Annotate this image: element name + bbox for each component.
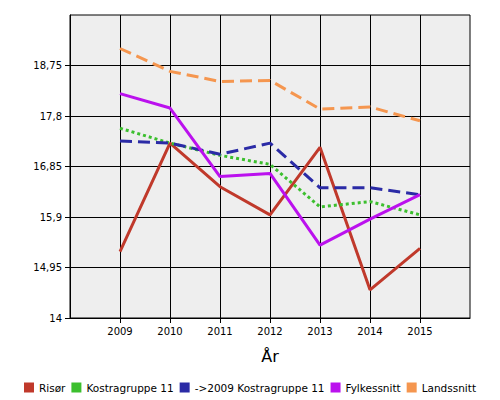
svg-text:2012: 2012 <box>257 326 282 337</box>
svg-text:Fylkessnitt: Fylkessnitt <box>346 382 401 394</box>
svg-text:14,95: 14,95 <box>33 262 62 273</box>
svg-text:15,9: 15,9 <box>40 212 62 223</box>
svg-text:->2009 Kostragruppe 11: ->2009 Kostragruppe 11 <box>195 382 325 394</box>
svg-text:17,8: 17,8 <box>40 111 62 122</box>
svg-text:År: År <box>261 347 279 366</box>
svg-text:Risør: Risør <box>39 382 66 394</box>
svg-text:14: 14 <box>49 313 62 324</box>
svg-text:2011: 2011 <box>207 326 232 337</box>
svg-text:2010: 2010 <box>157 326 182 337</box>
svg-text:2009: 2009 <box>107 326 132 337</box>
svg-text:2015: 2015 <box>407 326 432 337</box>
svg-text:Kostragruppe 11: Kostragruppe 11 <box>86 382 173 394</box>
svg-text:2014: 2014 <box>357 326 382 337</box>
svg-text:16,85: 16,85 <box>33 161 62 172</box>
svg-text:Landssnitt: Landssnitt <box>422 382 476 394</box>
svg-text:18,75: 18,75 <box>33 60 62 71</box>
svg-text:2013: 2013 <box>307 326 332 337</box>
